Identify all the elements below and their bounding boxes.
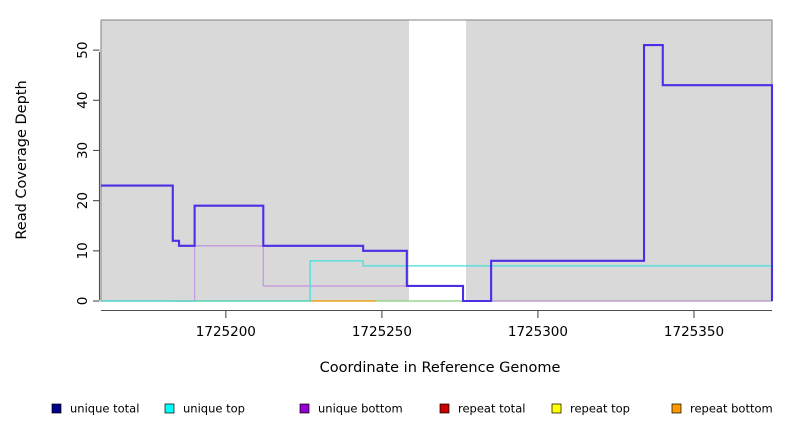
y-tick-label: 0 [75,297,91,306]
legend-label-unique-total: unique total [70,402,139,416]
y-axis-tick-labels: 0 10 20 30 40 50 [75,42,91,306]
legend-label-unique-bottom: unique bottom [318,402,403,416]
legend-swatch-repeat-top [551,403,562,414]
legend-swatch-unique-bottom [299,403,310,414]
y-tick-label: 10 [75,242,91,259]
y-tick-label: 40 [75,92,91,109]
y-tick-label: 20 [75,192,91,209]
y-axis-title: Read Coverage Depth [14,80,30,239]
legend-label-unique-top: unique top [183,402,245,416]
coverage-gap-band [409,20,466,301]
y-axis: 0 10 20 30 40 50 [75,42,101,306]
series-line-unique-top [101,260,773,302]
y-tick-label: 50 [75,42,91,59]
y-axis-ticks [93,49,100,302]
legend-swatch-unique-total [51,403,62,414]
chart-legend: unique total unique top unique bottom repea… [51,402,773,416]
x-axis: 1725200 1725250 1725300 1725350 [101,309,772,340]
legend-label-repeat-total: repeat total [458,402,525,416]
legend-label-repeat-bottom: repeat bottom [690,402,773,416]
data-series-group [101,44,774,303]
x-tick-label: 1725200 [196,324,256,340]
x-axis-tick-labels: 1725200 1725250 1725300 1725350 [196,324,724,340]
legend-swatch-repeat-total [439,403,450,414]
x-tick-label: 1725300 [508,324,568,340]
legend-swatch-repeat-bottom [671,403,682,414]
x-axis-title: Coordinate in Reference Genome [320,360,561,376]
x-tick-label: 1725350 [664,324,724,340]
x-tick-label: 1725250 [352,324,412,340]
x-axis-ticks [225,310,695,318]
legend-swatch-unique-top [164,403,175,414]
series-line-unique-total [101,44,774,303]
y-tick-label: 30 [75,142,91,159]
legend-label-repeat-top: repeat top [570,402,630,416]
